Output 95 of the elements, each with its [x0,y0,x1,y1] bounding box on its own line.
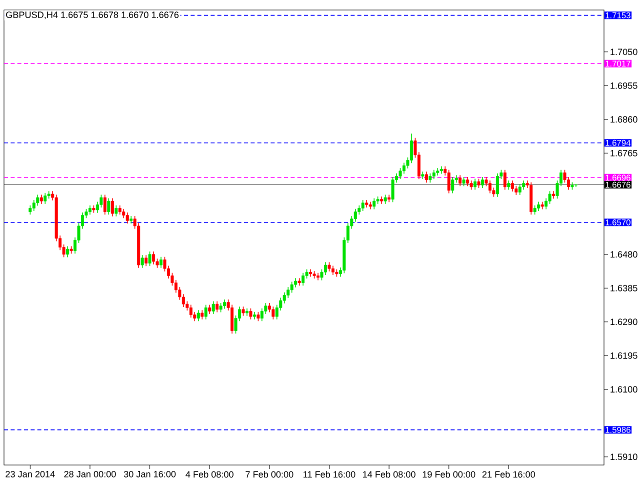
candlestick [488,180,492,194]
candlestick [216,300,219,313]
candlestick [470,180,473,190]
candlestick [126,212,129,224]
candlestick [196,310,200,322]
candlestick [496,172,499,198]
x-tick-label: 7 Feb 00:00 [246,470,294,478]
candlestick [302,272,305,286]
x-tick-label: 21 Feb 16:00 [482,470,536,478]
candlestick [182,294,185,308]
candlestick [331,265,334,276]
candlestick [384,194,387,204]
y-tick-label: 1.6100 [610,386,638,393]
candlestick [114,204,118,217]
candlestick [212,300,215,314]
candlestick [256,312,260,322]
candlestick [507,180,510,190]
candlestick [272,306,275,320]
x-tick-label: 30 Jan 16:00 [124,470,176,478]
candlestick [88,204,92,215]
candlestick [110,198,114,217]
candlestick [391,176,394,203]
candlestick [447,169,450,194]
x-tick-label: 11 Feb 16:00 [304,470,356,478]
candlestick [107,198,110,215]
x-tick-label: 4 Feb 08:00 [186,470,234,478]
candlestick [372,198,376,210]
candlestick [481,176,484,188]
candlestick [103,194,106,215]
candlestick [477,178,480,188]
candlestick [189,304,192,318]
candlestick [428,172,432,184]
candlestick [200,310,204,320]
candlestick [451,176,454,194]
candlestick [152,251,156,265]
candlestick [148,251,152,266]
x-tick-label: 19 Feb 00:00 [422,470,476,478]
candlestick [402,162,406,174]
candlestick [249,308,252,320]
candlestick [242,306,245,316]
y-tick-label: 1.6765 [610,150,638,156]
ref-line-label: 1.7153 [606,12,630,18]
candlestick [219,302,222,313]
candlestick [361,200,364,212]
candlestick [466,176,470,187]
candlestick [533,204,536,215]
candlestick [462,176,466,187]
ref-line-label: 1.6696 [606,174,630,181]
candlestick [208,304,212,314]
ref-line-label: 1.5986 [606,426,630,433]
candlestick [140,254,144,268]
candlestick [458,174,462,187]
candlestick [66,246,70,258]
y-tick-label: 1.5910 [610,454,638,460]
y-tick-label: 1.6955 [610,82,638,89]
candlestick [503,169,506,190]
y-tick-label: 1.7050 [610,48,638,56]
candlestick [223,299,226,310]
candlestick [510,180,514,192]
y-tick-label: 1.6195 [610,352,638,359]
y-tick-label: 1.6290 [610,318,638,326]
ref-line-label: 1.6570 [606,219,630,226]
candlestick [230,304,234,334]
candlestick [432,169,436,180]
candlestick [474,178,477,190]
y-tick-label: 1.6480 [610,251,638,258]
candlestick [44,192,47,204]
candlestick [368,201,372,210]
candlestick [324,262,328,276]
candlestick [410,133,413,164]
ref-line-label: 1.6794 [606,140,631,146]
candlestick [424,171,428,184]
candlestick [118,204,122,215]
candlestick [144,254,148,266]
candlestick [518,184,522,196]
candlestick [566,176,570,190]
candlestick [354,208,357,222]
ref-line-label: 1.7017 [606,60,630,67]
candlestick [268,302,271,313]
candlestick [260,308,264,322]
x-tick-label: 28 Jan 00:00 [64,470,116,478]
candlestick [160,256,163,268]
x-tick-label: 14 Feb 08:00 [363,470,416,478]
chart-title: GBPUSD,H4 1.6675 1.6678 1.6670 1.6676 [6,12,179,20]
y-tick-label: 1.6860 [610,116,638,123]
x-tick-label: 23 Jan 2014 [6,470,55,478]
candlestick [328,262,331,272]
candlestick [544,198,548,210]
candlestick [96,201,99,214]
candlestick [537,201,540,212]
candlestick [204,304,208,320]
ref-line-label: 1.6676 [606,182,630,188]
candlestick [174,280,178,294]
y-tick-label: 1.6385 [610,284,638,292]
candlestick [40,194,43,204]
